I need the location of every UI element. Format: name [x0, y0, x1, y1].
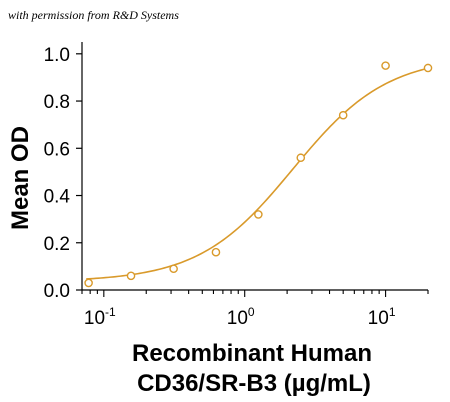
- x-tick-label: 10-1: [84, 305, 116, 329]
- data-points: [84, 61, 433, 288]
- data-point: [338, 110, 348, 120]
- y-tick-label: 1.0: [44, 45, 70, 66]
- data-point: [254, 210, 263, 219]
- x-ticks: 10-1 100 101: [81, 290, 429, 329]
- data-point: [296, 153, 306, 163]
- x-axis-title-line1: Recombinant Human: [132, 340, 372, 367]
- y-axis-title: Mean OD: [7, 126, 34, 230]
- data-point: [211, 247, 221, 257]
- data-point: [381, 61, 390, 70]
- x-tick-label: 100: [227, 305, 255, 329]
- fit-curve: [86, 67, 429, 280]
- x-tick-label: 101: [368, 305, 396, 329]
- data-point: [423, 63, 433, 73]
- y-tick-label: 0.8: [44, 92, 70, 113]
- permission-credit: with permission from R&D Systems: [8, 8, 179, 22]
- y-ticks: 0.0 0.2 0.4 0.6 0.8 1.0: [44, 45, 82, 302]
- y-tick-label: 0.4: [44, 187, 71, 208]
- data-point: [84, 278, 93, 288]
- y-tick-label: 0.2: [44, 234, 70, 255]
- x-axis-title-line2: CD36/SR-B3 (µg/mL): [137, 370, 371, 397]
- axes: [81, 42, 428, 291]
- y-tick-label: 0.6: [44, 139, 70, 160]
- y-tick-label: 0.0: [44, 281, 70, 302]
- data-point: [169, 264, 178, 274]
- data-point: [126, 271, 136, 281]
